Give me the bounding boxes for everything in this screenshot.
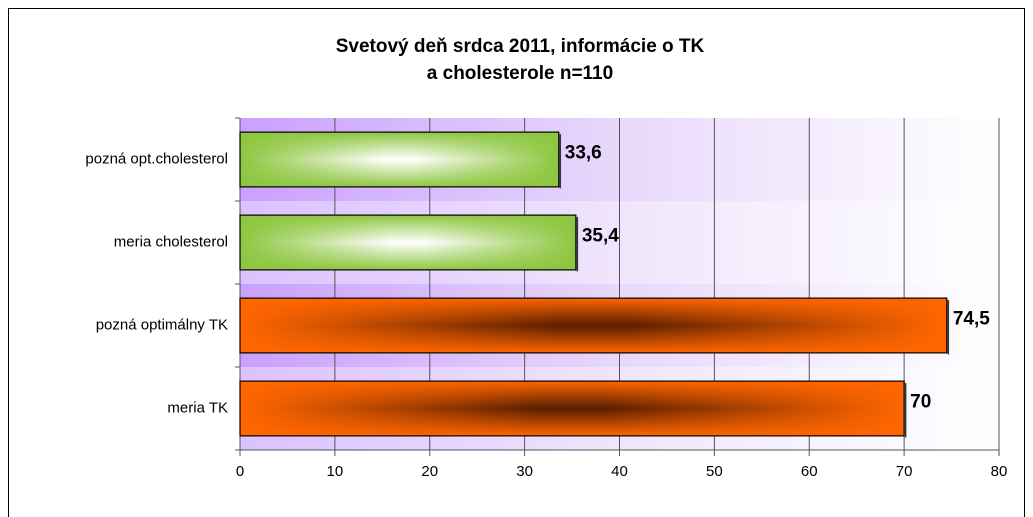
y-tick-label: pozná opt.cholesterol	[85, 150, 228, 167]
bar-shade	[239, 214, 577, 271]
x-tick-label: 50	[706, 463, 723, 480]
bar	[239, 131, 562, 189]
bar	[239, 297, 950, 355]
chart-title: a cholesterole n=110	[427, 63, 613, 84]
x-tick-label: 30	[516, 463, 533, 480]
chart-title: Svetový deň srdca 2011, informácie o TK	[336, 36, 705, 57]
bar-shade	[239, 131, 560, 188]
x-tick-label: 20	[421, 463, 438, 480]
value-label: 35,4	[582, 226, 619, 247]
value-label: 70	[910, 392, 931, 413]
y-tick-label: pozná optimálny TK	[96, 316, 228, 333]
x-tick-label: 40	[611, 463, 628, 480]
x-tick-label: 0	[236, 463, 244, 480]
x-tick-label: 10	[327, 463, 344, 480]
bar	[239, 214, 579, 272]
value-label: 74,5	[953, 309, 990, 330]
bar-shade	[239, 297, 948, 354]
x-tick-label: 70	[896, 463, 913, 480]
bar	[239, 380, 907, 438]
x-tick-label: 60	[801, 463, 818, 480]
bar-shade	[239, 380, 905, 437]
y-tick-label: meria TK	[167, 399, 228, 416]
x-tick-label: 80	[991, 463, 1008, 480]
value-label: 33,6	[565, 143, 602, 164]
y-tick-label: meria cholesterol	[114, 233, 228, 250]
